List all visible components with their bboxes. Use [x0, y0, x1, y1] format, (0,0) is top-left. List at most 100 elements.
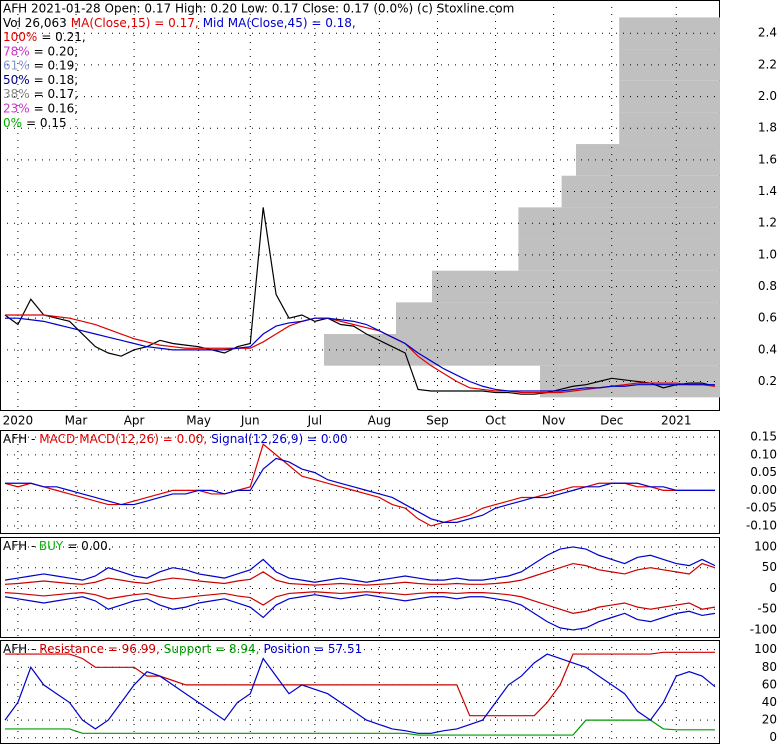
fib-value: = 0.19,: [34, 58, 78, 72]
x-tick-label: Jul: [307, 414, 322, 428]
fib-level: 100% = 0.21,: [3, 30, 86, 44]
fib-level: 78% = 0.20,: [3, 44, 78, 58]
y-tick-label: 0.00: [750, 483, 777, 497]
fib-value: = 0.21,: [41, 30, 85, 44]
x-tick-label: Apr: [124, 414, 145, 428]
y-tick-label: 0.10: [750, 447, 777, 461]
y-tick-label: 1.2: [758, 216, 777, 230]
legend-entry: MACD(12,26) = 0.00,: [79, 432, 207, 446]
y-tick-label: 100: [754, 539, 777, 553]
x-tick-label: May: [186, 414, 211, 428]
volume-profile-bar: [619, 49, 720, 81]
series-line: [4, 653, 716, 734]
legend-entry: Support = 8.94,: [164, 642, 260, 656]
fib-value: = 0.17,: [34, 87, 78, 101]
legend-entry: Signal(12,26,9) = 0.00: [211, 432, 347, 446]
fib-level: 61% = 0.19,: [3, 58, 78, 72]
volume-profile-bar: [432, 270, 720, 303]
y-tick-label: 1.6: [758, 152, 777, 166]
legend-text: AFH -: [3, 539, 35, 553]
series-line: [4, 546, 716, 583]
volume-profile-bar: [561, 175, 720, 208]
y-tick-label: 40: [762, 695, 777, 709]
x-tick-label: Sep: [426, 414, 449, 428]
y-tick-label: 2.0: [758, 89, 777, 103]
x-tick-label: 2021: [661, 414, 692, 428]
y-tick-label: 20: [762, 713, 777, 727]
y-tick-label: -100: [750, 622, 777, 636]
y-tick-label: 1.0: [758, 247, 777, 261]
y-tick-label: 50: [762, 560, 777, 574]
x-tick-label: Dec: [600, 414, 623, 428]
legend-text: MACD: [39, 432, 75, 446]
legend-text: AFH -: [3, 432, 35, 446]
y-tick-label: -0.10: [746, 518, 777, 532]
legend-entry: MA(Close,15) = 0.17,: [71, 16, 199, 30]
y-tick-label: 0: [769, 581, 777, 595]
legend-text: Vol 26,063: [3, 16, 67, 30]
fib-value: = 0.15: [26, 115, 67, 129]
y-tick-label: 0.4: [758, 342, 777, 356]
fib-value: = 0.20,: [34, 44, 78, 58]
series-line: [5, 719, 715, 736]
legend-text: = 0.00.: [67, 539, 111, 553]
fib-label: 38%: [3, 87, 30, 101]
y-tick-label: 80: [762, 660, 777, 674]
legend-entry: Position = 57.51: [263, 642, 362, 656]
series-line: [5, 457, 715, 523]
legend-text: AFH -: [3, 642, 35, 656]
legend: AFH - MACD MACD(12,26) = 0.00, Signal(12,26…: [3, 432, 348, 446]
series-line: [4, 594, 716, 631]
y-tick-label: 2.2: [758, 57, 777, 71]
volume-profile-bar: [576, 144, 720, 176]
y-tick-label: 60: [762, 677, 777, 691]
y-tick-label: 0: [769, 730, 777, 744]
legend: AFH - Resistance = 96.99, Support = 8.94, P…: [3, 642, 362, 656]
y-tick-label: 0.05: [750, 465, 777, 479]
fib-label: 0%: [3, 115, 22, 129]
panel-frame: [0, 537, 720, 638]
x-tick-label: Nov: [542, 414, 565, 428]
series-line: [4, 591, 716, 614]
x-tick-label: Jun: [240, 414, 260, 428]
fib-label: 23%: [3, 101, 30, 115]
fib-label: 100%: [3, 30, 37, 44]
y-tick-label: 0.2: [758, 374, 777, 388]
legend: AFH - BUY = 0.00.: [3, 539, 112, 553]
volume-profile-bar: [518, 239, 720, 271]
x-tick-label: Aug: [368, 414, 391, 428]
x-tick-label: 2020: [3, 414, 34, 428]
y-tick-label: 2.4: [758, 26, 777, 40]
volume-profile-bar: [619, 17, 720, 50]
fib-level: 0% = 0.15: [3, 115, 67, 129]
chart-title: AFH 2021-01-28 Open: 0.17 High: 0.20 Low…: [3, 2, 514, 16]
series-line: [5, 651, 715, 717]
volume-profile-bar: [324, 334, 720, 366]
volume-profile-bar: [619, 80, 720, 113]
volume-profile-bar: [396, 302, 720, 335]
fib-level: 50% = 0.18,: [3, 72, 78, 86]
y-tick-label: 0.6: [758, 311, 777, 325]
x-tick-label: Oct: [485, 414, 506, 428]
fib-value: = 0.16,: [34, 101, 78, 115]
y-tick-label: -50: [757, 602, 777, 616]
series-line: [4, 207, 716, 395]
volume-profile-bar: [619, 112, 720, 145]
y-tick-label: 0.15: [750, 430, 777, 444]
series-line: [4, 562, 716, 586]
x-tick-label: Mar: [65, 414, 88, 428]
fib-level: 38% = 0.17,: [3, 87, 78, 101]
y-tick-label: 100: [754, 642, 777, 656]
y-tick-label: -0.05: [746, 501, 777, 515]
y-tick-label: 1.8: [758, 121, 777, 135]
panel-frame: [0, 640, 720, 744]
fib-value: = 0.18,: [34, 72, 78, 86]
fib-label: 50%: [3, 72, 30, 86]
fib-label: 61%: [3, 58, 30, 72]
y-tick-label: 0.8: [758, 279, 777, 293]
legend: Vol 26,063 MA(Close,15) = 0.17, Mid MA(Clo…: [3, 16, 356, 30]
series-line: [5, 317, 715, 392]
legend-entry: Mid MA(Close,45) = 0.18,: [203, 16, 356, 30]
legend-text: BUY: [39, 539, 64, 553]
